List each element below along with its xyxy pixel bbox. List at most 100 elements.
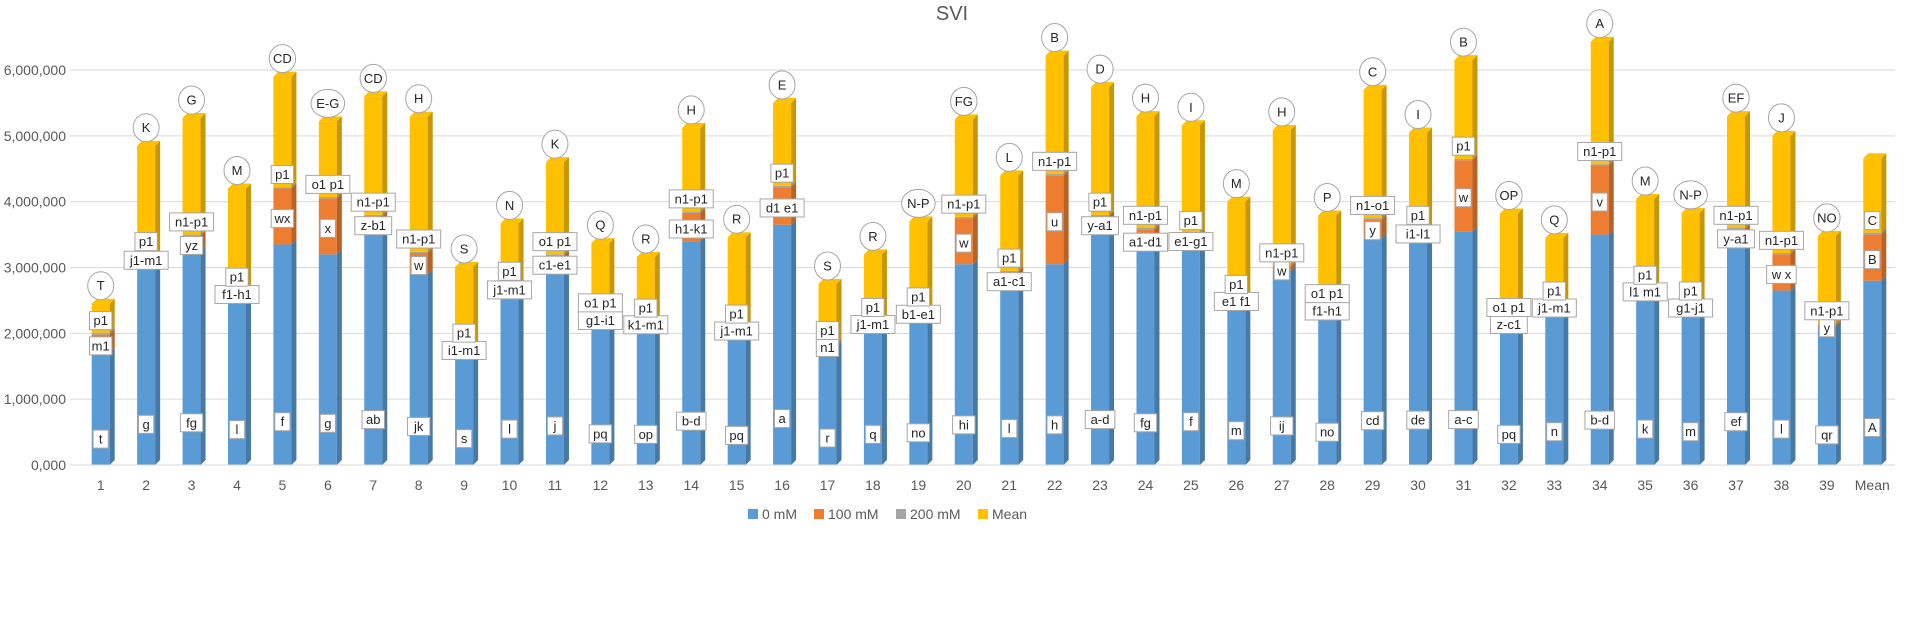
label-200mm: p1 [1229, 277, 1243, 292]
label-mean-box [450, 234, 478, 264]
bar-side [336, 249, 342, 465]
bar-top [1181, 120, 1205, 126]
x-tick-label: 11 [548, 477, 563, 493]
label-0mm-box [319, 413, 336, 433]
label-0mm: no [911, 425, 925, 440]
bar-0-mm [1363, 237, 1382, 465]
label-mean-box [859, 221, 887, 251]
label-0mm-box [92, 429, 109, 449]
label-100mm: g1-i1 [586, 313, 615, 328]
bar-200-mm [364, 214, 383, 217]
bar-top [545, 157, 569, 163]
label-200mm-box [452, 323, 476, 343]
x-axis: 1 2 3 4 5 6 7 8 9 10 11 12 13 14 15 16 17 18 19 20 21 22 23 24 2… [70, 464, 1895, 493]
label-mean-box [1767, 103, 1795, 133]
bar-top [1272, 124, 1296, 130]
bar-top [1863, 153, 1887, 159]
bar-side [291, 71, 297, 188]
bar-side [1472, 226, 1478, 465]
label-mean: D [1095, 62, 1104, 77]
bar-0-mm [545, 270, 564, 465]
label-mean-box [496, 190, 524, 220]
bar-side [1790, 285, 1796, 465]
label-mean-box [1722, 83, 1750, 113]
bar-mean [1181, 125, 1200, 234]
label-200mm-box [1451, 136, 1476, 156]
x-tick-label: 37 [1728, 477, 1744, 493]
bar-0-mm [1181, 244, 1200, 465]
label-200mm: p1 [1411, 208, 1425, 223]
label-100mm-box [319, 218, 336, 238]
label-0mm: fg [1140, 415, 1151, 430]
label-0mm-box [1270, 416, 1294, 436]
label-mean-box [814, 251, 842, 281]
label-0mm-box [724, 425, 749, 445]
bar-0-mm [409, 274, 428, 465]
label-200mm-box [1350, 195, 1396, 215]
label-100mm: f1-h1 [1312, 303, 1342, 318]
label-100mm: w [413, 258, 424, 273]
label-200mm-box [634, 298, 658, 318]
label-100mm: y-a1 [1723, 231, 1748, 246]
label-mean-box [87, 271, 115, 301]
label-100mm: j1-m1 [129, 253, 163, 268]
label-200mm: n1-p1 [1129, 208, 1162, 223]
bar-0-mm [954, 264, 973, 465]
bar-200-mm [954, 216, 973, 219]
label-200mm: p1 [1683, 284, 1697, 299]
label-0mm: m [1685, 424, 1696, 439]
label-0mm-box [1360, 411, 1385, 431]
bar-side [1881, 153, 1887, 233]
label-0mm: f [1189, 414, 1193, 429]
label-100mm-box [354, 216, 393, 236]
label-0mm: g [324, 416, 331, 431]
bar-side [1018, 282, 1024, 465]
label-mean: M [1231, 176, 1242, 191]
x-tick-label: 8 [415, 477, 423, 493]
label-0mm-box [228, 420, 246, 440]
bar-side [1881, 227, 1887, 235]
label-100mm-box [487, 280, 533, 300]
label-mean: G [187, 93, 197, 108]
bar-200-mm [1863, 232, 1882, 235]
bar-top [1136, 111, 1160, 117]
label-200mm: n1-p1 [402, 232, 435, 247]
label-100mm-box [179, 235, 204, 255]
label-0mm-box [1773, 419, 1790, 439]
y-tick-label: 6,000,000 [4, 62, 66, 78]
bar-0-mm [773, 224, 792, 465]
bar-side [563, 157, 569, 255]
label-100mm: e1-g1 [1174, 234, 1207, 249]
bar-side [881, 318, 887, 465]
label-0mm: a-d [1091, 412, 1110, 427]
label-mean-box [1586, 9, 1614, 39]
label-200mm-box [1032, 151, 1078, 171]
label-0mm-box [906, 423, 931, 443]
label-mean: CD [273, 51, 292, 66]
label-100mm-box [410, 256, 427, 276]
label-mean-box [1540, 205, 1568, 235]
bar-top [682, 122, 706, 128]
bar-200-mm [1363, 218, 1382, 220]
label-0mm-box [634, 424, 658, 444]
bars [91, 36, 1887, 465]
label-200mm: n1-p1 [1265, 245, 1298, 260]
bar-200-mm [682, 211, 701, 213]
label-0mm-box [1133, 413, 1158, 433]
label-100mm: j1-m1 [856, 317, 890, 332]
label-0mm-box [864, 424, 882, 444]
label-0mm-box [1448, 410, 1479, 430]
label-0mm-box [1046, 415, 1063, 435]
gridlines [70, 69, 1895, 466]
label-mean: M [1640, 174, 1651, 189]
label-200mm-box [941, 194, 987, 214]
label-200mm: C [1868, 213, 1877, 228]
bar-top [954, 114, 978, 120]
label-200mm: n1-o1 [1356, 198, 1389, 213]
label-mean: P [1323, 190, 1332, 205]
label-mean-box [178, 85, 206, 115]
label-0mm-box [1497, 424, 1521, 444]
label-200mm-box [724, 304, 749, 324]
label-200mm: p1 [275, 167, 289, 182]
label-100mm: y [1369, 223, 1376, 238]
